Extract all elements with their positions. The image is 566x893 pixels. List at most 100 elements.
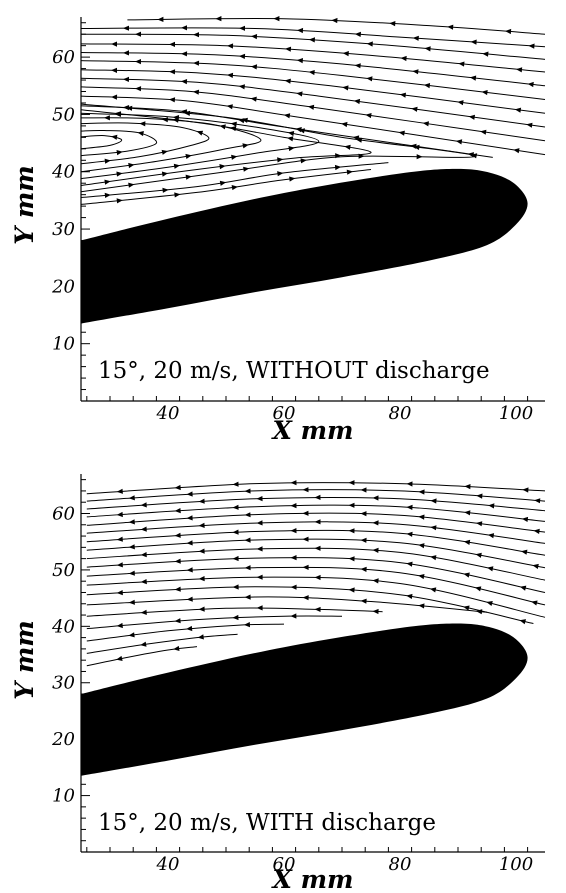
bottom-streamline-arrow (256, 520, 263, 526)
top-streamline-arrow (424, 46, 431, 52)
top-streamline-arrow (526, 122, 533, 128)
top-streamline-arrow (126, 105, 133, 111)
bottom-streamline-arrow (476, 609, 483, 615)
bottom-streamline-arrow (232, 504, 239, 510)
top-streamline-arrow (169, 69, 176, 75)
bottom-streamline (86, 576, 546, 618)
top-streamline-arrow (366, 76, 373, 82)
top-streamline-arrow (139, 121, 146, 127)
top-streamline-arrow (226, 104, 233, 110)
top-streamline-arrow (457, 100, 464, 106)
bottom-streamline-arrow (534, 498, 541, 504)
bottom-streamline-arrow (290, 584, 297, 590)
top-streamline-arrow (135, 59, 141, 65)
bottom-streamline-arrow (198, 606, 205, 612)
bottom-streamline-arrow (128, 632, 135, 638)
top-y-tick-label: 20 (51, 276, 75, 297)
top-streamline-arrow (219, 124, 226, 130)
top-streamline-arrow (238, 84, 245, 90)
bottom-streamline-arrow (418, 543, 425, 549)
bottom-streamline-arrow (463, 539, 471, 545)
top-streamline-arrow (398, 130, 405, 136)
bottom-streamline-arrow (372, 495, 379, 501)
top-streamline-arrow (104, 179, 111, 185)
bottom-streamline-arrow (348, 528, 355, 534)
top-streamline-arrow (308, 70, 315, 76)
top-streamline-arrow (116, 198, 123, 204)
top-streamline-arrow (335, 153, 342, 159)
bottom-y-axis-title: Y mm (10, 620, 39, 699)
top-streamline (80, 117, 262, 173)
top-streamline-arrow (277, 171, 284, 177)
top-streamline-arrow (308, 37, 315, 43)
top-streamline-arrow (458, 61, 465, 67)
top-streamline-arrow (241, 117, 248, 123)
bottom-x-tick-label: 40 (156, 854, 180, 875)
top-streamline-arrow (455, 139, 463, 145)
bottom-streamline-arrow (116, 488, 123, 494)
bottom-streamline-arrow (314, 545, 321, 551)
top-streamline-arrow (366, 41, 373, 47)
top-annotation: 15°, 20 m/s, WITHOUT discharge (98, 358, 490, 384)
top-streamline (80, 135, 123, 150)
bottom-streamline (86, 547, 546, 581)
top-streamline-arrow (185, 174, 192, 180)
top-streamline-arrow (342, 85, 349, 91)
bottom-streamline-arrow (140, 526, 147, 532)
bottom-x-tick-label: 100 (499, 854, 533, 875)
bottom-streamline-arrow (302, 536, 309, 542)
bottom-streamline-arrow (128, 495, 135, 501)
bottom-x-axis-title: X mm (270, 865, 353, 893)
top-streamline-arrow (115, 111, 122, 117)
bottom-streamline-arrow (464, 510, 471, 516)
bottom-streamline-arrow (116, 562, 123, 568)
top-streamline-arrow (469, 75, 477, 81)
top-streamline-arrow (128, 162, 135, 169)
top-y-tick-label: 60 (52, 47, 75, 68)
bottom-streamline-arrow (174, 532, 181, 538)
top-streamline-arrow (514, 107, 522, 113)
bottom-streamline-arrow (360, 487, 367, 493)
top-streamline (80, 129, 158, 157)
top-streamline-arrow (413, 144, 420, 150)
top-streamline-arrow (480, 129, 487, 135)
top-streamline-arrow (447, 24, 454, 30)
bottom-streamline-arrow (198, 498, 205, 504)
top-streamline (80, 122, 210, 165)
bottom-streamline-arrow (348, 480, 355, 486)
bottom-streamline-arrow (116, 622, 123, 629)
top-streamline-arrow (287, 136, 294, 142)
top-y-tick-label: 10 (52, 334, 75, 355)
bottom-streamline-arrow (290, 480, 297, 486)
top-streamline-arrow (412, 35, 419, 41)
top-streamline-arrow (251, 34, 258, 40)
bottom-streamline-arrow (406, 531, 413, 537)
bottom-streamline-arrow (140, 641, 147, 647)
top-streamline-arrow (284, 78, 291, 84)
bottom-streamline-arrow (348, 587, 355, 593)
top-streamline-arrow (528, 43, 535, 49)
bottom-streamline-arrow (198, 548, 205, 554)
bottom-streamline-arrow (174, 586, 181, 592)
top-streamline-arrow (162, 187, 169, 193)
top-x-axis-title: X mm (270, 416, 353, 445)
bottom-streamline-arrow (116, 536, 123, 542)
bottom-streamline-arrow (314, 574, 321, 581)
top-streamline-arrow (334, 164, 342, 171)
bottom-streamline-arrow (519, 585, 527, 591)
top-streamlines (80, 16, 546, 205)
bottom-streamline-arrow (198, 576, 205, 582)
bottom-streamline-arrow (418, 514, 425, 520)
top-streamline-arrow (481, 90, 488, 96)
top-plot-area (80, 16, 546, 324)
bottom-streamline-arrow (475, 552, 482, 558)
top-streamline-arrow (111, 41, 117, 47)
top-streamline-arrow (468, 114, 475, 120)
bottom-streamline-arrow (314, 494, 321, 500)
top-streamline-arrow (183, 110, 191, 116)
top-streamline (80, 27, 546, 48)
top-streamline-arrow (354, 63, 361, 69)
bottom-streamline-arrow (244, 537, 251, 543)
top-streamline-arrow (181, 25, 187, 31)
top-streamline-arrow (196, 130, 204, 136)
